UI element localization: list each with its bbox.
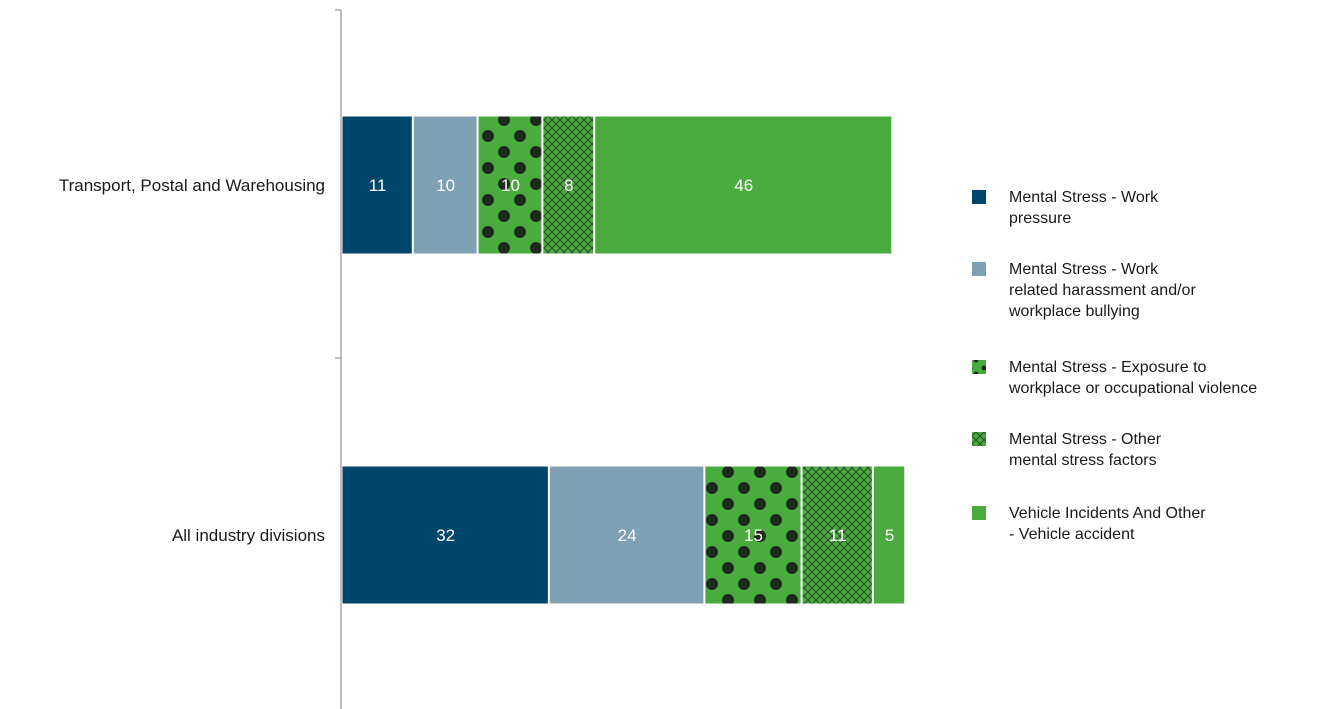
legend-swatch (972, 190, 986, 204)
legend-swatch (972, 360, 986, 374)
bar-segment (341, 465, 549, 605)
data-label: 5 (885, 526, 894, 545)
legend-swatch (972, 432, 986, 446)
data-label: 11 (829, 526, 847, 545)
data-label: 46 (734, 176, 753, 195)
legend-label: Mental Stress - Work pressure (1009, 189, 1159, 227)
legend: Mental Stress - Work pressure Mental Stres… (972, 189, 1257, 543)
legend-label: Vehicle Incidents And Other - Vehicle acc… (1009, 505, 1206, 543)
data-label: 32 (436, 526, 455, 545)
data-label: 10 (501, 176, 520, 195)
data-label: 8 (564, 176, 573, 195)
legend-swatch (972, 506, 986, 520)
data-label: 10 (436, 176, 455, 195)
bar-segment (594, 115, 893, 255)
y-axis (335, 9, 342, 709)
legend-label: Mental Stress - Other mental stress facto… (1009, 431, 1162, 469)
bar-segment (872, 465, 906, 605)
bar-segment (412, 115, 478, 255)
bars: 11 10 10 8 46 32 24 15 11 5 (341, 115, 906, 605)
legend-label: Mental Stress - Exposure to workplace or … (1008, 359, 1257, 397)
data-label: 15 (744, 526, 763, 545)
category-labels: Transport, Postal and Warehousing All ind… (59, 176, 325, 545)
bar-segment (341, 115, 413, 255)
bar-segment (477, 115, 543, 255)
category-label: All industry divisions (172, 526, 325, 545)
bar-segment (704, 465, 802, 605)
category-label: Transport, Postal and Warehousing (59, 176, 325, 195)
legend-swatch (972, 262, 986, 276)
bar-segment (801, 465, 873, 605)
data-label: 24 (618, 526, 637, 545)
legend-label: Mental Stress - Work related harassment a… (1008, 261, 1196, 320)
data-label: 11 (369, 176, 387, 195)
bar-segment (548, 465, 705, 605)
bar-segment (542, 115, 595, 255)
